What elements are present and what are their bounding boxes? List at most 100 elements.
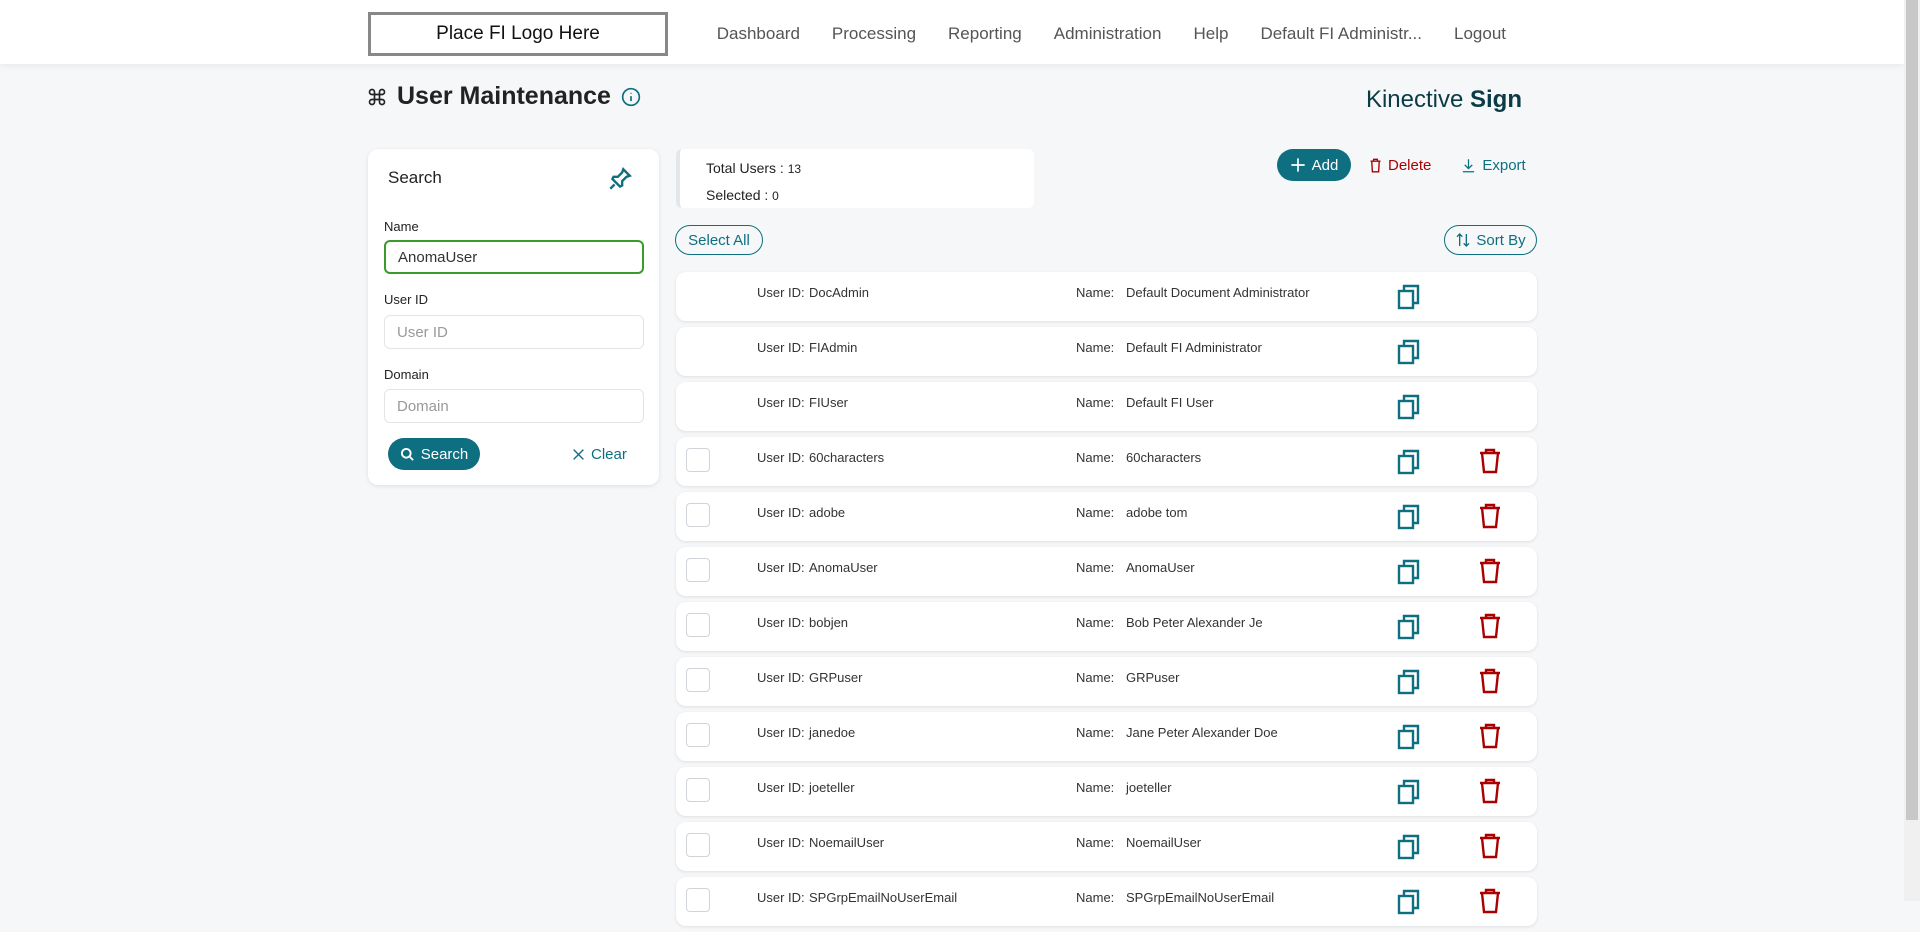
trash-icon [1370,158,1381,172]
user-row[interactable]: User ID: AnomaUser Name: AnomaUser [676,547,1537,596]
copy-icon[interactable] [1397,724,1421,750]
user-id-value: FIUser [809,395,848,410]
copy-icon[interactable] [1397,284,1421,310]
toolbar: Add Delete Export [1277,149,1526,181]
userid-input[interactable] [384,315,644,349]
top-header: Place FI Logo Here Dashboard Processing … [0,0,1904,64]
export-button[interactable]: Export [1461,156,1526,174]
copy-icon[interactable] [1397,339,1421,365]
export-label: Export [1482,156,1526,174]
trash-icon[interactable] [1479,888,1501,914]
nav-dashboard[interactable]: Dashboard [716,24,800,43]
copy-icon[interactable] [1397,504,1421,530]
trash-icon[interactable] [1479,778,1501,804]
row-checkbox[interactable] [686,778,710,802]
user-row[interactable]: User ID: joeteller Name: joeteller [676,767,1537,816]
user-id-value: AnomaUser [809,560,878,575]
name-label: Name: [1076,670,1115,685]
user-row[interactable]: User ID: SPGrpEmailNoUserEmail Name: SPGrpE… [676,877,1537,926]
name-label: Name: [1076,395,1115,410]
scrollbar[interactable] [1904,0,1920,901]
row-checkbox[interactable] [686,668,710,692]
row-checkbox[interactable] [686,613,710,637]
user-row[interactable]: User ID: bobjen Name: Bob Peter Alexander J… [676,602,1537,651]
clear-button[interactable]: Clear [572,446,627,463]
domain-input[interactable] [384,389,644,423]
user-row[interactable]: User ID: FIUser Name: Default FI User [676,382,1537,431]
nav-reporting[interactable]: Reporting [948,24,1022,43]
delete-button[interactable]: Delete [1369,157,1431,174]
name-value: NoemailUser [1126,835,1202,850]
trash-icon[interactable] [1479,558,1501,584]
trash-icon[interactable] [1479,833,1501,859]
name-value: AnomaUser [1126,560,1195,575]
copy-icon[interactable] [1397,449,1421,475]
trash-icon[interactable] [1479,448,1501,474]
user-id-label: User ID: [757,340,805,355]
row-checkbox[interactable] [686,503,710,527]
name-label: Name [384,219,419,234]
trash-icon[interactable] [1479,503,1501,529]
user-row[interactable]: User ID: GRPuser Name: GRPuser [676,657,1537,706]
nav-logout[interactable]: Logout [1454,24,1506,43]
name-value: adobe tom [1126,505,1188,520]
name-label: Name: [1076,725,1115,740]
copy-icon[interactable] [1397,394,1421,420]
userid-label: User ID [384,292,429,307]
name-value: Default FI Administrator [1126,340,1262,355]
copy-icon[interactable] [1397,889,1421,915]
nav-user-menu[interactable]: Default FI Administr... [1260,24,1422,43]
clear-button-label: Clear [591,446,627,463]
user-id-label: User ID: [757,395,805,410]
name-value: SPGrpEmailNoUserEmail [1126,890,1275,905]
scrollbar-thumb[interactable] [1906,0,1918,820]
select-all-button[interactable]: Select All [675,225,763,255]
name-label: Name: [1076,450,1115,465]
search-icon [400,447,414,461]
name-value: 60characters [1126,450,1202,465]
name-label: Name: [1076,285,1115,300]
sort-by-button[interactable]: Sort By [1444,225,1537,255]
info-icon[interactable] [621,87,641,107]
pin-icon[interactable] [607,166,633,192]
user-id-label: User ID: [757,670,805,685]
copy-icon[interactable] [1397,834,1421,860]
add-button[interactable]: Add [1277,149,1351,181]
user-row[interactable]: User ID: 60characters Name: 60characters [676,437,1537,486]
search-panel-title: Search [388,168,442,187]
name-input[interactable] [384,240,644,274]
name-label: Name: [1076,890,1115,905]
delete-label: Delete [1388,156,1432,174]
row-checkbox[interactable] [686,558,710,582]
row-checkbox[interactable] [686,833,710,857]
copy-icon[interactable] [1397,614,1421,640]
name-label: Name: [1076,560,1115,575]
nav-help[interactable]: Help [1193,24,1229,43]
user-row[interactable]: User ID: janedoe Name: Jane Peter Alexander… [676,712,1537,761]
row-checkbox[interactable] [686,888,710,912]
name-label: Name: [1076,615,1115,630]
user-id-label: User ID: [757,615,805,630]
user-row[interactable]: User ID: NoemailUser Name: NoemailUser [676,822,1537,871]
fi-logo-placeholder[interactable]: Place FI Logo Here [368,12,668,56]
name-label: Name: [1076,505,1115,520]
copy-icon[interactable] [1397,559,1421,585]
user-row[interactable]: User ID: DocAdmin Name: Default Document Ad… [676,272,1537,321]
name-label: Name: [1076,835,1115,850]
user-row[interactable]: User ID: FIAdmin Name: Default FI Administr… [676,327,1537,376]
user-row[interactable]: User ID: adobe Name: adobe tom [676,492,1537,541]
user-id-label: User ID: [757,890,805,905]
trash-icon[interactable] [1479,723,1501,749]
row-checkbox[interactable] [686,723,710,747]
download-icon [1463,158,1475,172]
trash-icon[interactable] [1479,668,1501,694]
search-panel: Search Name User ID Domain Search Clear [368,149,659,485]
nav-administration[interactable]: Administration [1053,24,1162,43]
search-button[interactable]: Search [388,438,480,470]
nav-processing[interactable]: Processing [831,24,917,43]
copy-icon[interactable] [1397,779,1421,805]
name-label: Name: [1076,780,1115,795]
copy-icon[interactable] [1397,669,1421,695]
row-checkbox[interactable] [686,448,710,472]
trash-icon[interactable] [1479,613,1501,639]
